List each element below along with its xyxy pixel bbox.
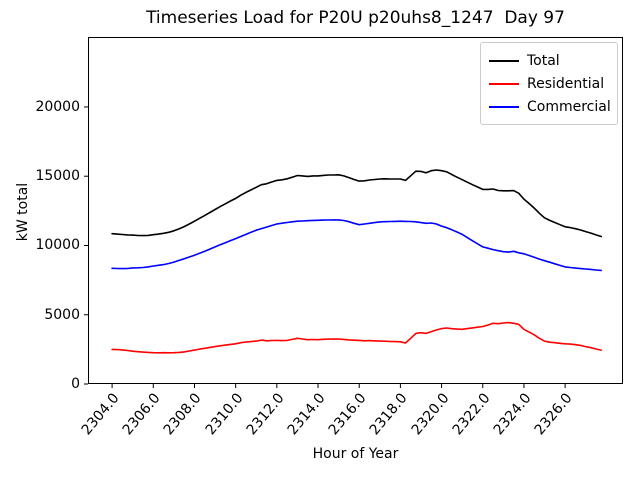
legend-line-swatch [489,82,519,85]
y-tick-label: 0 [71,376,80,392]
legend-label: Commercial [527,98,611,115]
axes-frame [88,37,623,384]
x-axis-label: Hour of Year [312,446,399,462]
y-tick-label: 5000 [44,306,80,323]
legend-label: Total [527,52,560,69]
legend-label: Residential [527,75,605,92]
y-tick-label: 20000 [35,98,80,115]
legend: Total Residential Commercial [480,42,618,125]
legend-line-swatch [489,105,519,108]
chart-title: Timeseries Load for P20U p20uhs8_1247 Da… [146,8,565,28]
y-axis-label: kW total [15,182,31,242]
legend-entry-total: Total [489,49,609,72]
legend-entry-commercial: Commercial [489,95,611,118]
y-tick-label: 15000 [35,168,80,185]
y-tick-label: 10000 [35,237,80,254]
series-line-residential [111,321,603,354]
legend-line-swatch [489,59,519,62]
series-line-total [111,169,603,238]
series-line-commercial [111,219,603,272]
legend-entry-residential: Residential [489,72,609,95]
